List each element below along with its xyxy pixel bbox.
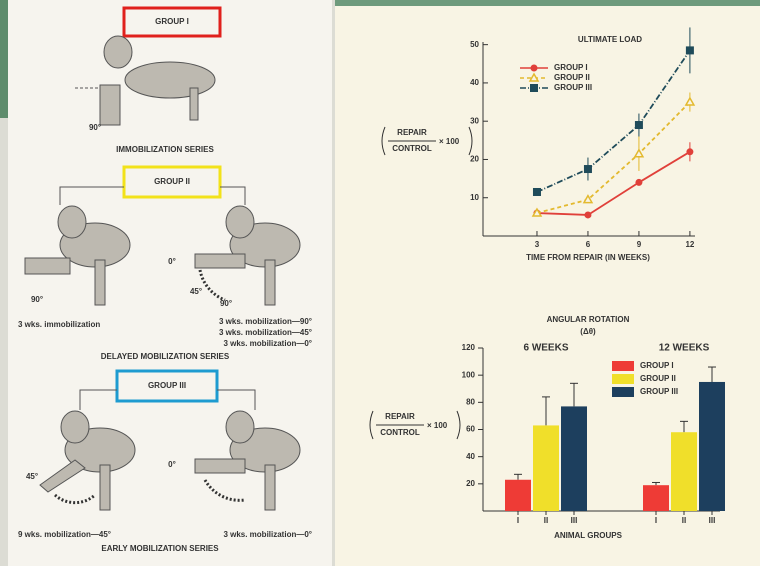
caption: 3 wks. mobilization—45°	[219, 328, 312, 337]
y-label: CONTROL	[392, 144, 432, 153]
legend-swatch	[612, 387, 634, 397]
x-tick-label: 6	[586, 240, 591, 249]
series-label: DELAYED MOBILIZATION SERIES	[101, 352, 230, 361]
angle-label: 90°	[220, 299, 232, 308]
marker	[584, 165, 592, 173]
bar	[643, 485, 669, 511]
y-tick-label: 60	[466, 425, 475, 434]
legend-swatch	[612, 374, 634, 384]
x-tick-label: I	[655, 516, 657, 525]
legend-label: GROUP III	[640, 387, 678, 396]
y-tick-label: 100	[462, 370, 476, 379]
angle-label: 0°	[168, 257, 176, 266]
panel-edge	[335, 0, 760, 6]
marker	[533, 188, 541, 196]
marker	[584, 211, 591, 218]
marker	[686, 148, 693, 155]
y-label: × 100	[439, 137, 460, 146]
group-label: GROUP III	[148, 381, 186, 390]
chart-subtitle: (Δθ)	[580, 327, 596, 336]
legend-label: GROUP I	[640, 361, 674, 370]
bar	[533, 425, 559, 511]
legend-label: GROUP II	[554, 73, 590, 82]
bar	[699, 382, 725, 511]
legend-label: GROUP II	[640, 374, 676, 383]
y-tick-label: 80	[466, 397, 475, 406]
y-label: × 100	[427, 421, 448, 430]
series-label: EARLY MOBILIZATION SERIES	[101, 544, 219, 553]
group-label: GROUP I	[155, 17, 189, 26]
x-tick-label: 12	[685, 240, 694, 249]
y-tick-label: 40	[470, 78, 479, 87]
marker	[686, 46, 694, 54]
caption: 3 wks. mobilization—90°	[219, 317, 312, 326]
legend-swatch	[612, 361, 634, 371]
group-label: GROUP II	[154, 177, 190, 186]
x-tick-label: 9	[637, 240, 642, 249]
screen: GROUP I 90° IMMOBILIZATION SERIES GROUP …	[0, 0, 760, 566]
legend-marker	[531, 65, 538, 72]
chart-title: ANGULAR ROTATION	[547, 315, 630, 324]
y-tick-label: 30	[470, 116, 479, 125]
x-tick-label: II	[682, 516, 686, 525]
x-label: TIME FROM REPAIR (IN WEEKS)	[526, 253, 650, 262]
bar	[505, 480, 531, 511]
x-label: ANIMAL GROUPS	[554, 531, 623, 540]
caption: 3 wks. mobilization—0°	[223, 530, 312, 539]
panel-label: 6 WEEKS	[523, 343, 568, 354]
caption: 3 wks. mobilization—0°	[223, 339, 312, 348]
angle-label: 90°	[31, 295, 43, 304]
caption: 3 wks. immobilization	[18, 320, 100, 329]
chart-title: ULTIMATE LOAD	[578, 35, 642, 44]
bar	[561, 406, 587, 511]
series-label: IMMOBILIZATION SERIES	[116, 145, 214, 154]
y-label: CONTROL	[380, 428, 420, 437]
y-tick-label: 20	[466, 479, 475, 488]
bar	[671, 432, 697, 511]
panel-label: 12 WEEKS	[659, 343, 710, 354]
y-tick-label: 10	[470, 193, 479, 202]
legend-label: GROUP III	[554, 83, 592, 92]
angle-label: 45°	[26, 472, 38, 481]
angle-label: 45°	[190, 287, 202, 296]
y-label: REPAIR	[397, 128, 427, 137]
x-tick-label: III	[571, 516, 578, 525]
caption: 9 wks. mobilization—45°	[18, 530, 111, 539]
marker	[635, 179, 642, 186]
legend-marker	[530, 84, 538, 92]
page: GROUP I 90° IMMOBILIZATION SERIES GROUP …	[0, 0, 760, 566]
x-tick-label: 3	[535, 240, 540, 249]
angle-label: 0°	[168, 460, 176, 469]
y-label: REPAIR	[385, 412, 415, 421]
x-tick-label: I	[517, 516, 519, 525]
angle-label: 90°	[89, 123, 101, 132]
x-tick-label: III	[709, 516, 716, 525]
legend-label: GROUP I	[554, 63, 588, 72]
y-tick-label: 120	[462, 343, 476, 352]
marker	[635, 121, 643, 129]
y-tick-label: 50	[470, 40, 479, 49]
y-tick-label: 20	[470, 155, 479, 164]
x-tick-label: II	[544, 516, 548, 525]
y-tick-label: 40	[466, 452, 475, 461]
